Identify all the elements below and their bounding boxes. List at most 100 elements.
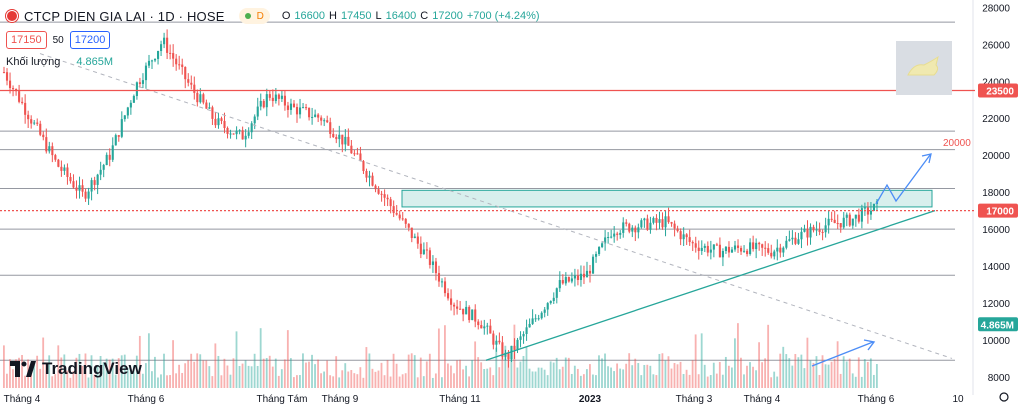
volume-bar — [528, 368, 531, 388]
candle-body — [673, 223, 676, 229]
volume-bar — [214, 343, 217, 388]
volume-bar — [347, 371, 350, 388]
volume-bar — [477, 357, 480, 388]
candle-body — [48, 146, 51, 152]
volume-bar — [350, 370, 353, 388]
candle-body — [836, 223, 839, 225]
volume-bar — [57, 345, 60, 388]
volume-bar — [63, 354, 66, 388]
volume-bar — [703, 364, 706, 388]
y-tick-label: 22000 — [982, 114, 1010, 125]
candle-body — [383, 194, 386, 198]
volume-bar — [468, 376, 470, 388]
volume-bar — [175, 373, 177, 388]
volume-bar — [570, 373, 573, 388]
volume-bar — [492, 375, 495, 388]
tradingview-logo[interactable]: TradingView — [10, 359, 142, 379]
candle-body — [338, 134, 341, 140]
volume-bar — [48, 355, 51, 388]
volume-bar — [649, 365, 652, 388]
candle-body — [652, 217, 655, 223]
volume-bar — [806, 337, 809, 388]
candle-body — [582, 273, 586, 278]
candle-body — [298, 107, 302, 115]
candle-body — [362, 161, 365, 171]
volume-bar — [872, 374, 875, 388]
volume-bar — [866, 361, 869, 388]
candle-body — [604, 237, 607, 244]
candle-body — [558, 280, 561, 289]
volume-bar — [734, 338, 736, 388]
candle-body — [434, 261, 438, 274]
breakout-zone-box — [401, 189, 933, 208]
candle-body — [700, 247, 703, 252]
candle-body — [150, 60, 154, 62]
candle-body — [567, 277, 570, 282]
volume-bar — [6, 373, 8, 388]
candle-body — [594, 254, 598, 257]
volume-bar — [42, 337, 45, 388]
candle-body — [872, 203, 876, 211]
volume-bar — [99, 355, 102, 388]
volume-bar — [244, 360, 247, 388]
settings-gear-icon[interactable] — [999, 392, 1009, 402]
candle-body — [377, 189, 380, 194]
candle-body — [818, 229, 821, 232]
x-tick-label: 2023 — [579, 394, 602, 405]
volume-bar — [857, 357, 860, 388]
volume-bar — [670, 368, 673, 388]
candle-body — [607, 236, 610, 238]
tradingview-logo-text: TradingView — [42, 359, 142, 378]
candle-body — [295, 107, 299, 115]
volume-bar — [247, 365, 250, 388]
volume-bar — [592, 374, 594, 388]
volume-bar — [462, 369, 464, 388]
volume-bar — [706, 376, 709, 388]
volume-bar — [607, 366, 609, 388]
projection-arrow-head — [921, 153, 932, 164]
volume-bar — [268, 355, 271, 388]
volume-bar — [259, 328, 262, 388]
resistance-price-tag: 23500 — [986, 87, 1014, 98]
volume-bar — [90, 355, 93, 388]
volume-bar — [773, 371, 776, 388]
candle-body — [860, 208, 863, 222]
volume-bar — [815, 356, 818, 388]
volume-bar — [262, 358, 265, 388]
volume-bar — [217, 355, 220, 388]
volume-bar — [661, 353, 664, 388]
volume-bar — [625, 363, 628, 388]
candle-body — [869, 210, 872, 215]
volume-bar — [549, 361, 552, 388]
x-tick-label: Tháng 4 — [4, 394, 41, 405]
candle-body — [845, 214, 848, 218]
candle-body — [504, 352, 507, 357]
projection-path — [875, 154, 931, 205]
candle-body — [160, 44, 163, 52]
candle-body — [69, 176, 72, 182]
volume-bar — [694, 334, 697, 388]
candle-body — [788, 239, 791, 241]
candle-body — [809, 226, 812, 238]
volume-bar — [353, 373, 356, 388]
volume-bar — [326, 360, 329, 388]
candle-body — [365, 170, 368, 178]
candle-body — [513, 345, 516, 350]
candle-body — [570, 278, 573, 282]
candle-body — [564, 277, 567, 284]
candle-body — [528, 323, 531, 328]
candle-body — [510, 345, 513, 360]
x-tick-label: 10 — [952, 394, 964, 405]
volume-bar — [673, 363, 676, 388]
volume-bar — [519, 361, 522, 388]
candle-body — [250, 123, 253, 133]
candle-body — [229, 133, 232, 135]
candle-body — [368, 175, 371, 178]
candle-body — [664, 216, 667, 228]
candle-body — [217, 118, 220, 126]
y-tick-label: 14000 — [982, 262, 1010, 273]
candle-body — [141, 80, 145, 84]
volume-bar — [317, 359, 319, 388]
volume-bar — [863, 359, 866, 388]
